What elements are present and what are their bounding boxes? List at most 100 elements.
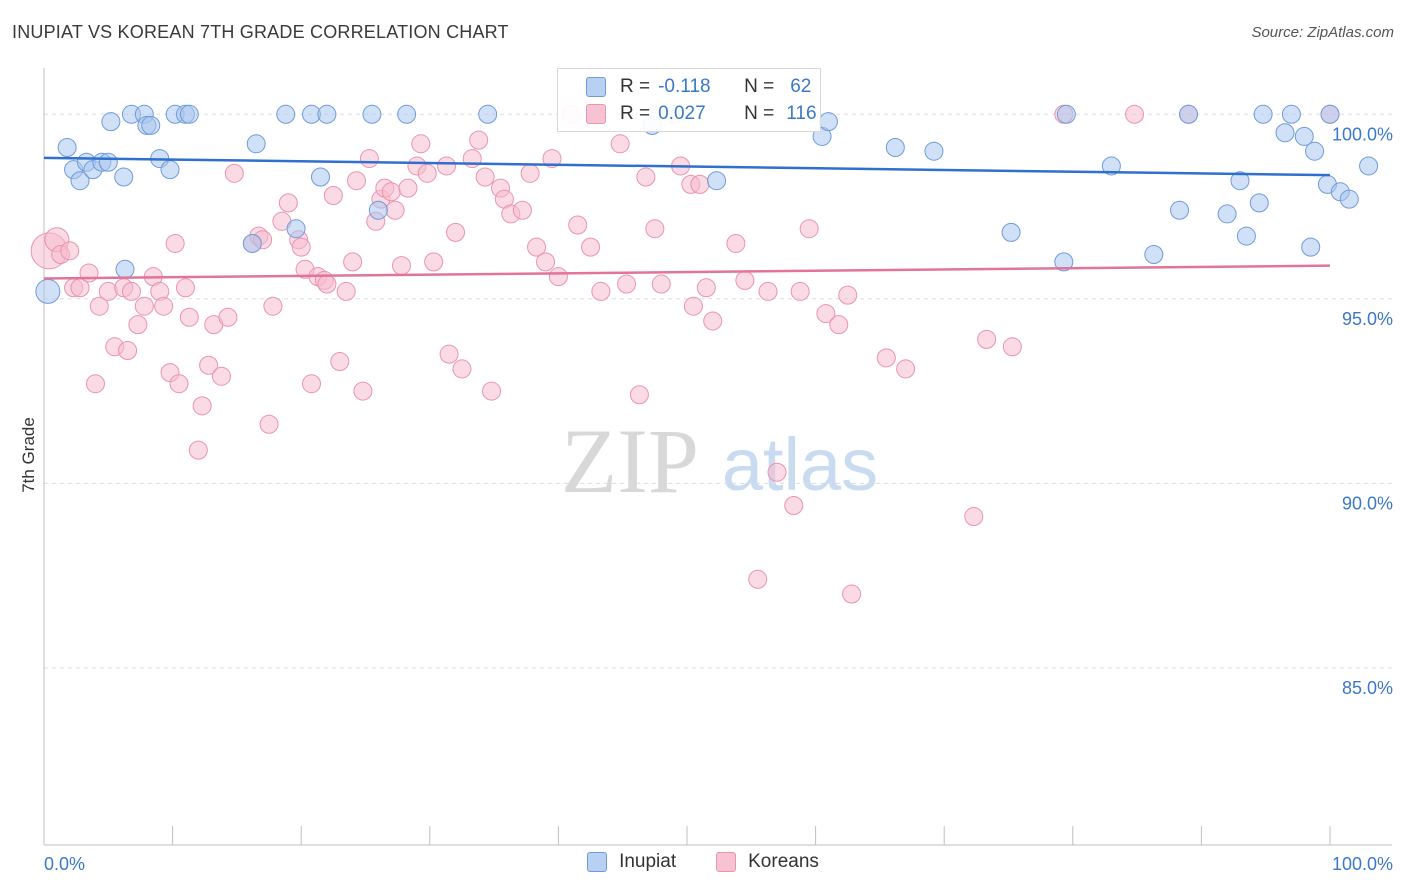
inupiat-point bbox=[1249, 193, 1269, 213]
korean-point bbox=[767, 462, 787, 482]
legend-item-koreans: Koreans bbox=[716, 851, 819, 873]
y-tick-label: 90.0% bbox=[1342, 493, 1393, 513]
watermark-zip: ZIP bbox=[561, 410, 699, 512]
inupiat-point bbox=[57, 138, 77, 157]
watermark-atlas: atlas bbox=[722, 423, 878, 506]
inupiat-point bbox=[246, 134, 266, 154]
korean-point bbox=[799, 219, 819, 239]
korean-trend-line bbox=[43, 264, 1331, 280]
inupiat-point bbox=[1305, 141, 1325, 161]
korean-point bbox=[424, 252, 444, 272]
legend-row-koreans: R = 0.027 N = 116 bbox=[558, 100, 817, 128]
korean-point bbox=[392, 256, 412, 276]
inupiat-point bbox=[101, 112, 121, 132]
inupiat-point bbox=[1101, 156, 1121, 176]
korean-point bbox=[343, 252, 363, 272]
korean-point bbox=[301, 374, 321, 394]
grid-lines bbox=[44, 113, 1392, 669]
axes bbox=[43, 68, 1392, 846]
korean-point bbox=[118, 340, 138, 360]
korean-point bbox=[218, 307, 238, 327]
korean-point bbox=[128, 315, 148, 335]
korean-point bbox=[696, 278, 716, 298]
inupiat-point bbox=[1320, 104, 1340, 124]
legend-swatch-inupiat bbox=[586, 77, 606, 97]
korean-point bbox=[179, 307, 199, 327]
korean-point bbox=[169, 374, 189, 394]
y-tick-label: 85.0% bbox=[1342, 678, 1393, 698]
inupiat-point bbox=[1230, 171, 1250, 191]
korean-point bbox=[977, 329, 997, 349]
korean-point bbox=[437, 156, 457, 176]
series-legend: Inupiat Koreans bbox=[0, 851, 1406, 873]
korean-point bbox=[735, 270, 755, 290]
y-axis-label: 7th Grade bbox=[19, 417, 38, 493]
legend-r-label: R = bbox=[620, 103, 651, 124]
legend-row-inupiat: R = -0.118 N = 62 bbox=[558, 73, 811, 101]
korean-point bbox=[581, 237, 601, 257]
korean-point bbox=[175, 278, 195, 298]
korean-point bbox=[876, 348, 896, 368]
legend-r-value: 0.027 bbox=[658, 103, 706, 124]
inupiat-point bbox=[242, 233, 262, 253]
data-points bbox=[30, 104, 1379, 604]
inupiat-point bbox=[310, 167, 330, 187]
inupiat-point bbox=[478, 104, 498, 124]
korean-point bbox=[591, 281, 611, 301]
korean-point bbox=[259, 414, 279, 434]
korean-point bbox=[726, 233, 746, 253]
korean-point bbox=[610, 134, 630, 154]
inupiat-point bbox=[1281, 104, 1301, 124]
korean-point bbox=[211, 366, 231, 386]
korean-point bbox=[651, 274, 671, 294]
korean-point bbox=[336, 281, 356, 301]
inupiat-point bbox=[1056, 104, 1076, 124]
inupiat-point bbox=[1253, 104, 1273, 124]
legend-n-value: 116 bbox=[786, 103, 817, 124]
legend-label-koreans: Koreans bbox=[748, 851, 819, 872]
korean-point bbox=[89, 296, 109, 316]
korean-point bbox=[784, 495, 804, 515]
korean-point bbox=[816, 304, 836, 324]
korean-point bbox=[1125, 104, 1145, 124]
inupiat-point bbox=[1179, 104, 1199, 124]
korean-point bbox=[645, 219, 665, 239]
korean-point bbox=[568, 215, 588, 235]
korean-point bbox=[439, 344, 459, 364]
korean-point bbox=[134, 296, 154, 316]
korean-point bbox=[469, 130, 489, 150]
korean-point bbox=[896, 359, 916, 379]
inupiat-trend-line bbox=[43, 156, 1331, 177]
korean-point bbox=[291, 237, 311, 257]
y-tick-label: 100.0% bbox=[1332, 124, 1393, 144]
inupiat-point bbox=[1054, 252, 1074, 272]
korean-point bbox=[690, 174, 710, 194]
korean-point bbox=[346, 171, 366, 191]
inupiat-point bbox=[1359, 156, 1379, 176]
inupiat-point bbox=[707, 171, 727, 191]
inupiat-point bbox=[362, 104, 382, 124]
korean-point bbox=[359, 149, 379, 169]
korean-point bbox=[703, 311, 723, 331]
inupiat-point bbox=[1217, 204, 1237, 224]
legend-n-label: N = bbox=[744, 103, 775, 124]
korean-point bbox=[527, 237, 547, 257]
inupiat-point bbox=[115, 259, 135, 279]
korean-point bbox=[60, 241, 80, 261]
korean-point bbox=[398, 178, 418, 198]
korean-point bbox=[330, 352, 350, 372]
korean-point bbox=[964, 507, 984, 527]
korean-point bbox=[417, 163, 437, 183]
korean-point bbox=[411, 134, 431, 154]
korean-point bbox=[199, 355, 219, 375]
correlation-legend: R = -0.118 N = 62 R = 0.027 N = 116 bbox=[557, 68, 821, 132]
chart-title: INUPIAT VS KOREAN 7TH GRADE CORRELATION … bbox=[12, 22, 509, 42]
korean-point bbox=[263, 296, 283, 316]
korean-point bbox=[224, 163, 244, 183]
korean-point bbox=[385, 200, 405, 220]
legend-n-value: 62 bbox=[790, 76, 812, 97]
inupiat-point bbox=[286, 219, 306, 239]
inupiat-point bbox=[1236, 226, 1256, 246]
korean-point bbox=[636, 167, 656, 187]
korean-point bbox=[629, 385, 649, 405]
